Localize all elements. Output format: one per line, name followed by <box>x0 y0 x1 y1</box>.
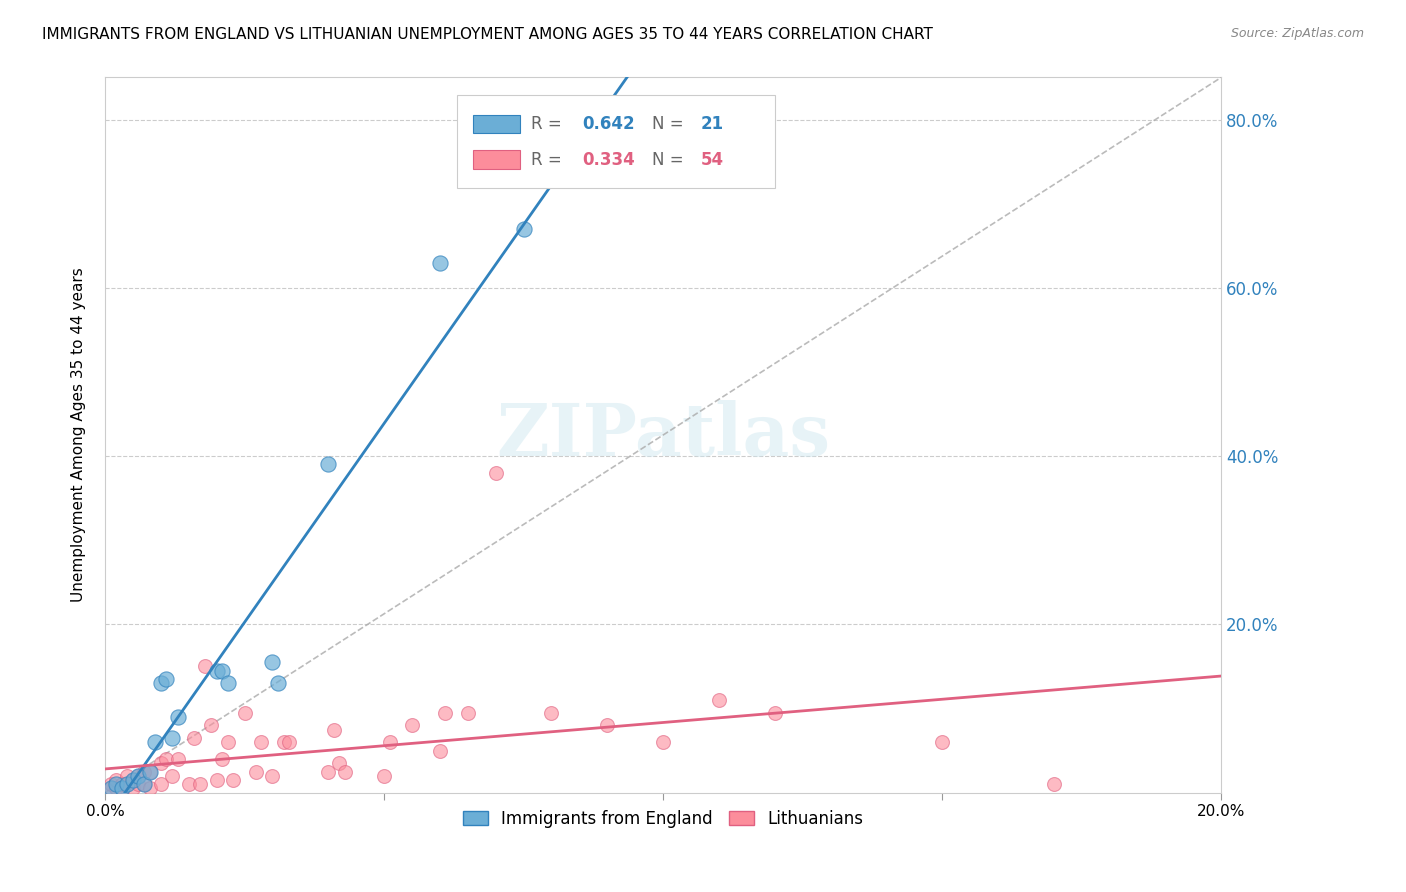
Point <box>267 676 290 690</box>
Point <box>373 769 395 783</box>
Point <box>763 706 786 720</box>
Point <box>117 769 139 783</box>
Point <box>540 706 562 720</box>
Point <box>166 710 188 724</box>
Point <box>105 772 128 787</box>
Text: Source: ZipAtlas.com: Source: ZipAtlas.com <box>1230 27 1364 40</box>
Point <box>205 664 228 678</box>
Point <box>333 764 356 779</box>
Point <box>596 718 619 732</box>
Point <box>245 764 267 779</box>
Point <box>132 777 155 791</box>
Text: 21: 21 <box>702 115 724 133</box>
Point <box>127 769 149 783</box>
Point <box>132 777 155 791</box>
Point <box>328 756 350 771</box>
Point <box>434 706 457 720</box>
FancyBboxPatch shape <box>474 151 520 169</box>
Point <box>138 764 160 779</box>
Point <box>127 769 149 783</box>
Point <box>250 735 273 749</box>
Point <box>149 777 172 791</box>
Point <box>149 676 172 690</box>
Point <box>143 735 166 749</box>
Point <box>105 781 128 796</box>
Text: R =: R = <box>531 151 568 169</box>
Point <box>217 735 239 749</box>
Text: N =: N = <box>652 151 689 169</box>
Point <box>457 706 479 720</box>
Text: N =: N = <box>652 115 689 133</box>
Y-axis label: Unemployment Among Ages 35 to 44 years: Unemployment Among Ages 35 to 44 years <box>72 268 86 602</box>
Point <box>155 752 177 766</box>
FancyBboxPatch shape <box>474 115 520 133</box>
Point <box>111 777 134 791</box>
Point <box>132 764 155 779</box>
Point <box>160 769 183 783</box>
Point <box>211 752 233 766</box>
FancyBboxPatch shape <box>457 95 775 188</box>
Point <box>1042 777 1064 791</box>
Point <box>138 764 160 779</box>
Point <box>155 672 177 686</box>
Point <box>273 735 295 749</box>
Point <box>122 772 145 787</box>
Point <box>166 752 188 766</box>
Point <box>127 777 149 791</box>
Text: 54: 54 <box>702 151 724 169</box>
Point <box>117 777 139 791</box>
Point <box>188 777 211 791</box>
Point <box>429 743 451 757</box>
Point <box>138 781 160 796</box>
Point <box>100 777 122 791</box>
Point <box>177 777 200 791</box>
Point <box>378 735 401 749</box>
Text: 0.334: 0.334 <box>582 151 636 169</box>
Point <box>117 777 139 791</box>
Point <box>122 781 145 796</box>
Point <box>205 772 228 787</box>
Point <box>316 764 339 779</box>
Point <box>100 781 122 796</box>
Point <box>105 777 128 791</box>
Text: ZIPatlas: ZIPatlas <box>496 400 830 471</box>
Point <box>512 222 534 236</box>
Point <box>316 458 339 472</box>
Text: R =: R = <box>531 115 568 133</box>
Legend: Immigrants from England, Lithuanians: Immigrants from England, Lithuanians <box>456 803 870 834</box>
Point <box>707 693 730 707</box>
Point <box>211 664 233 678</box>
Point <box>200 718 222 732</box>
Point <box>160 731 183 745</box>
Point <box>322 723 344 737</box>
Point <box>100 781 122 796</box>
Point <box>122 772 145 787</box>
Point <box>401 718 423 732</box>
Point <box>652 735 675 749</box>
Point <box>931 735 953 749</box>
Point <box>111 781 134 796</box>
Point <box>262 769 284 783</box>
Point <box>183 731 205 745</box>
Point <box>485 466 508 480</box>
Point <box>233 706 256 720</box>
Point <box>222 772 245 787</box>
Text: 0.642: 0.642 <box>582 115 636 133</box>
Point <box>111 781 134 796</box>
Point <box>149 756 172 771</box>
Point <box>429 255 451 269</box>
Point <box>217 676 239 690</box>
Text: IMMIGRANTS FROM ENGLAND VS LITHUANIAN UNEMPLOYMENT AMONG AGES 35 TO 44 YEARS COR: IMMIGRANTS FROM ENGLAND VS LITHUANIAN UN… <box>42 27 934 42</box>
Point <box>262 655 284 669</box>
Point <box>278 735 301 749</box>
Point <box>194 659 217 673</box>
